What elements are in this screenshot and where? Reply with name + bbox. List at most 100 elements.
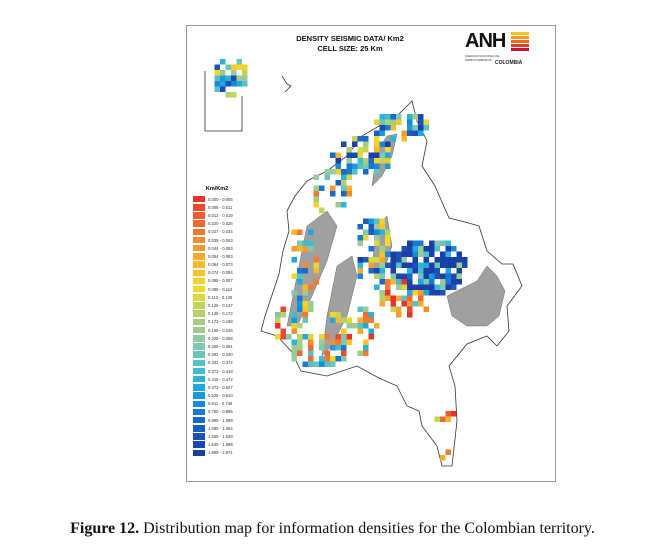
density-cell (401, 257, 407, 263)
legend-item: 0.331 - 0.372 (193, 359, 251, 367)
density-cell (396, 114, 402, 120)
density-cell (412, 262, 418, 268)
legend-swatch (193, 449, 205, 457)
density-cell (451, 257, 457, 263)
density-cell (412, 240, 418, 246)
density-cell (445, 257, 451, 263)
density-cell (368, 152, 374, 158)
legend-swatch (193, 326, 205, 334)
legend-item: 0.085 - 0.097 (193, 277, 251, 285)
density-cell (429, 268, 435, 274)
density-cell (330, 185, 336, 191)
density-cell (313, 268, 319, 274)
density-cell (456, 251, 462, 257)
density-cell (242, 75, 248, 81)
density-cell (291, 323, 297, 329)
caption-label: Figure 12. (70, 520, 140, 537)
density-cell (423, 273, 429, 279)
density-cell (412, 257, 418, 263)
density-cell (346, 163, 352, 169)
legend-item: 1.540 - 1.898 (193, 441, 251, 449)
density-cell (368, 257, 374, 263)
density-cell (291, 328, 297, 334)
density-cell (379, 224, 385, 230)
density-cell (346, 152, 352, 158)
density-cell (313, 185, 319, 191)
density-cell (335, 317, 341, 323)
density-cell (291, 229, 297, 235)
density-cell (385, 229, 391, 235)
density-cell (335, 345, 341, 351)
density-cell (385, 284, 391, 290)
density-cell (324, 334, 330, 340)
legend-swatch (193, 416, 205, 424)
density-cell (440, 284, 446, 290)
density-cell (236, 81, 242, 87)
density-cell (368, 334, 374, 340)
density-cell (357, 328, 363, 334)
density-cell (385, 295, 391, 301)
density-cell (412, 114, 418, 120)
density-cell (440, 251, 446, 257)
density-cell (319, 361, 325, 367)
density-cell (396, 119, 402, 125)
density-cell (429, 246, 435, 252)
legend-label: 0.000 - 0.005 (208, 196, 233, 202)
density-cell (434, 273, 440, 279)
density-cell (407, 284, 413, 290)
density-cell (418, 273, 424, 279)
legend-swatch (193, 261, 205, 268)
density-cell (346, 158, 352, 164)
density-cell (374, 136, 380, 142)
density-cell (368, 229, 374, 235)
density-cell (385, 158, 391, 164)
legend-swatch (193, 425, 205, 432)
legend-item: 1.090 - 1.254 (193, 424, 251, 432)
density-cell (374, 224, 380, 230)
caption-text: Distribution map for information densiti… (139, 520, 595, 537)
density-cell (357, 163, 363, 169)
density-cell (434, 284, 440, 290)
density-cell (220, 75, 226, 81)
density-cell (291, 339, 297, 345)
density-cell (379, 158, 385, 164)
density-cell (390, 125, 396, 131)
density-cell (335, 312, 341, 318)
density-cell (407, 114, 413, 120)
density-cell (423, 290, 429, 296)
density-cell (440, 290, 446, 296)
density-cell (412, 246, 418, 252)
density-cell (231, 64, 237, 70)
density-cell (214, 70, 220, 76)
density-cell (346, 191, 352, 197)
density-cell (456, 262, 462, 268)
logo-country: COLOMBIA (495, 60, 523, 66)
legend: Km/Km2 0.000 - 0.005 0.006 - 0.011 0.012 -… (193, 186, 251, 457)
density-cell (297, 306, 303, 312)
density-cell (451, 411, 457, 417)
density-cell (341, 317, 347, 323)
legend-label: 0.074 - 0.084 (208, 270, 233, 276)
legend-swatch (193, 335, 205, 342)
density-cell (363, 323, 369, 329)
density-cell (379, 125, 385, 131)
density-cell (390, 301, 396, 307)
density-cell (302, 290, 308, 296)
density-cell (423, 262, 429, 268)
density-cell (231, 92, 237, 98)
legend-swatch (193, 400, 205, 408)
density-cell (335, 152, 341, 158)
legend-item: 0.895 - 1.089 (193, 416, 251, 424)
density-cell (357, 257, 363, 263)
density-cell (280, 306, 286, 312)
density-cell (396, 279, 402, 285)
density-cell (434, 290, 440, 296)
density-cell (407, 130, 413, 136)
density-cell (451, 246, 457, 252)
density-cell (214, 75, 220, 81)
legend-label: 0.173 - 0.198 (208, 319, 233, 325)
density-cell (357, 350, 363, 356)
density-cell (280, 334, 286, 340)
legend-item: 1.899 - 2.871 (193, 449, 251, 457)
density-cell (374, 158, 380, 164)
